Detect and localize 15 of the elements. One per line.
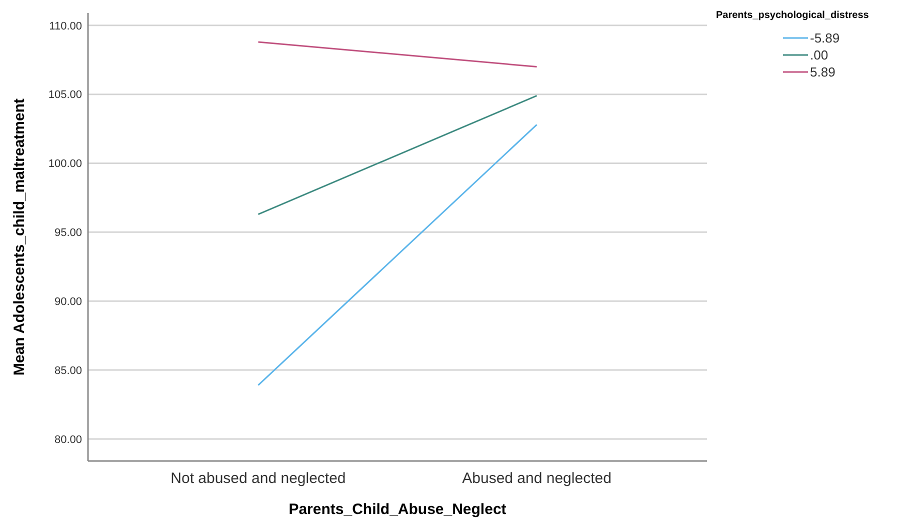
y-tick-label: 110.00 bbox=[49, 20, 82, 32]
x-axis-title: Parents_Child_Abuse_Neglect bbox=[288, 501, 506, 518]
legend-label: -5.89 bbox=[810, 30, 840, 46]
legend-label: .00 bbox=[810, 48, 828, 63]
y-tick-label: 90.00 bbox=[54, 296, 82, 308]
legend-title: Parents_psychological_distress bbox=[716, 10, 870, 21]
legend-label: 5.89 bbox=[810, 64, 836, 80]
y-tick-label: 80.00 bbox=[54, 434, 82, 446]
x-tick-label: Not abused and neglected bbox=[170, 470, 346, 487]
y-tick-label: 100.00 bbox=[48, 158, 82, 170]
y-tick-label: 85.00 bbox=[54, 364, 82, 377]
y-tick-label: 105.00 bbox=[48, 89, 82, 102]
y-axis-title: Mean Adolescents_child_maltreatment bbox=[11, 98, 28, 376]
x-tick-label: Abused and neglected bbox=[462, 470, 612, 487]
y-tick-label: 95.00 bbox=[54, 227, 82, 240]
